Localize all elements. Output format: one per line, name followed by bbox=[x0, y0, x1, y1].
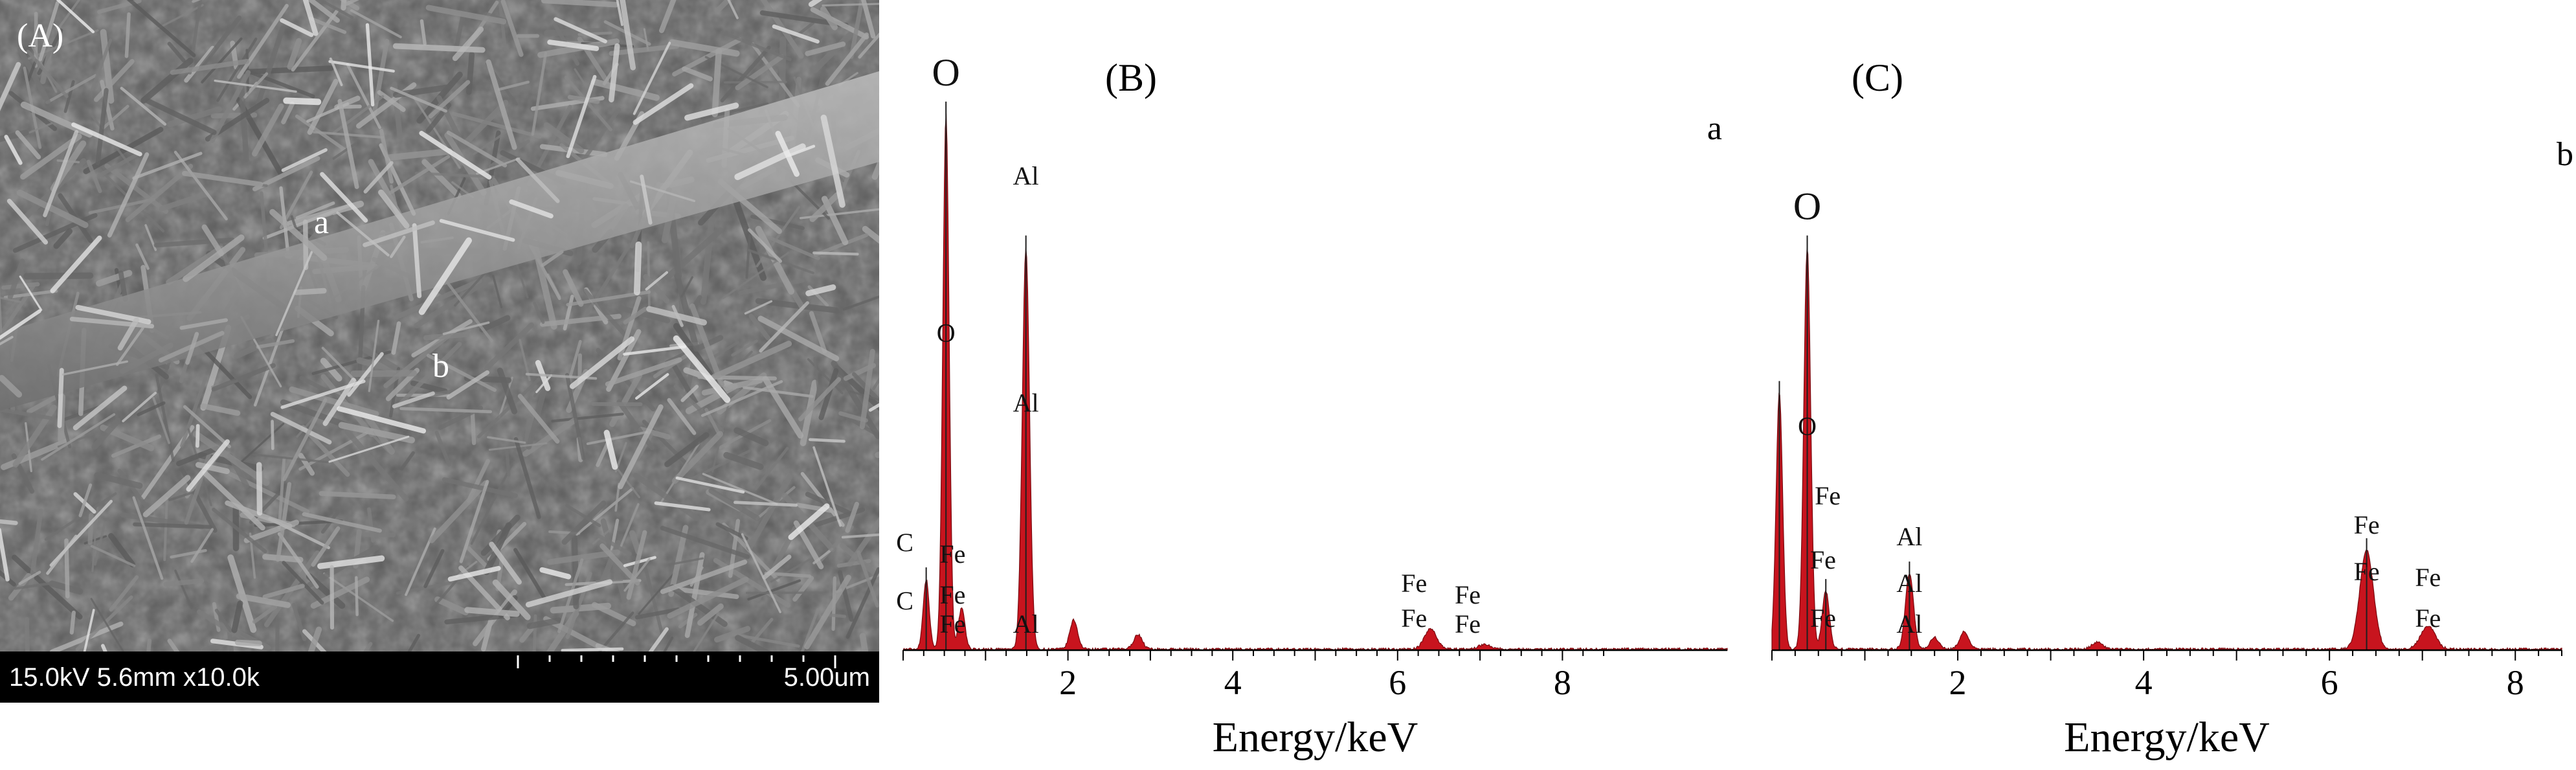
peak-label-2: Fe bbox=[1815, 481, 1841, 510]
point-b-label: b bbox=[432, 348, 449, 385]
peak-label-9: Fe bbox=[2354, 557, 2380, 586]
peak-label-0: O bbox=[932, 51, 960, 94]
peak-label-0: O bbox=[1793, 185, 1821, 228]
x-tick-label: 2 bbox=[1059, 663, 1077, 702]
peak-label-5: C bbox=[896, 528, 913, 557]
peak-label-6: Al bbox=[1896, 569, 1922, 598]
peak-label-6: C bbox=[896, 586, 913, 615]
spot-label: b bbox=[2557, 136, 2573, 173]
spectrum-area bbox=[1771, 247, 2562, 651]
sem-micrograph: (A) a b 15.0kV 5.6mm x10.0k 5.00um bbox=[0, 0, 879, 703]
point-a-label: a bbox=[314, 204, 330, 241]
peak-label-1: O bbox=[937, 319, 956, 348]
x-tick-label: 2 bbox=[1949, 663, 1967, 702]
spectrum-b-plot: 2 4 6 8Energy/keVOOAlAlAlCCFeFeFeFeFeFeFe(B… bbox=[896, 51, 1728, 761]
eds-spectrum-b: 2 4 6 8 Energy/keV O O Al Al Al C C Fe Fe Fe Fe Fe Fe Fe (B… bbox=[884, 0, 1753, 770]
scale-bar-label: 5.00um bbox=[783, 663, 870, 692]
x-tick-label: 4 bbox=[1224, 663, 1242, 702]
panel-label: (C) bbox=[1852, 56, 1903, 99]
peak-label-7: Fe bbox=[939, 539, 965, 569]
x-tick-label: 4 bbox=[2135, 663, 2153, 702]
peak-label-8: Fe bbox=[939, 580, 965, 609]
peak-label-9: Fe bbox=[939, 609, 965, 639]
eds-spectrum-c: 2 4 6 8 Energy/keV O O Fe Fe Fe Al Al Al Fe Fe Fe Fe (C) b bbox=[1758, 0, 2576, 770]
x-tick-label: 8 bbox=[1554, 663, 1571, 702]
peak-label-4: Al bbox=[1013, 609, 1039, 639]
peak-label-11: Fe bbox=[1401, 604, 1427, 633]
spectrum-area bbox=[902, 113, 1728, 651]
peak-label-4: Fe bbox=[1810, 604, 1836, 633]
scale-ticks bbox=[517, 655, 836, 668]
peak-label-7: Al bbox=[1896, 609, 1922, 639]
x-tick-label: 6 bbox=[1389, 663, 1406, 702]
peak-label-1: O bbox=[1798, 411, 1817, 440]
peak-label-13: Fe bbox=[1455, 609, 1481, 639]
panel-label: (B) bbox=[1105, 56, 1157, 99]
panel-a-label: (A) bbox=[17, 17, 64, 54]
peak-label-11: Fe bbox=[2415, 604, 2441, 633]
x-axis-label: Energy/keV bbox=[1213, 714, 1418, 761]
spot-label: a bbox=[1707, 110, 1722, 147]
peak-label-3: Al bbox=[1013, 388, 1039, 417]
sem-info-bar: 15.0kV 5.6mm x10.0k 5.00um bbox=[0, 651, 879, 703]
peak-label-12: Fe bbox=[1455, 580, 1481, 609]
peak-label-10: Fe bbox=[2415, 563, 2441, 592]
peak-label-2: Al bbox=[1013, 161, 1039, 190]
x-tick-label: 6 bbox=[2321, 663, 2338, 702]
peak-label-8: Fe bbox=[2354, 510, 2380, 539]
peak-label-5: Al bbox=[1896, 522, 1922, 551]
peak-label-10: Fe bbox=[1401, 569, 1427, 598]
sem-image bbox=[0, 0, 879, 651]
spectrum-c-plot: 2 4 6 8 Energy/keV O O Fe Fe Fe Al Al Al Fe Fe Fe Fe (C) b bbox=[1771, 56, 2573, 761]
fiber-rod bbox=[0, 71, 879, 411]
sem-parameters: 15.0kV 5.6mm x10.0k bbox=[9, 663, 260, 692]
x-tick-label: 8 bbox=[2507, 663, 2524, 702]
x-axis-label: Energy/keV bbox=[2064, 714, 2270, 761]
peak-label-3: Fe bbox=[1810, 545, 1836, 574]
